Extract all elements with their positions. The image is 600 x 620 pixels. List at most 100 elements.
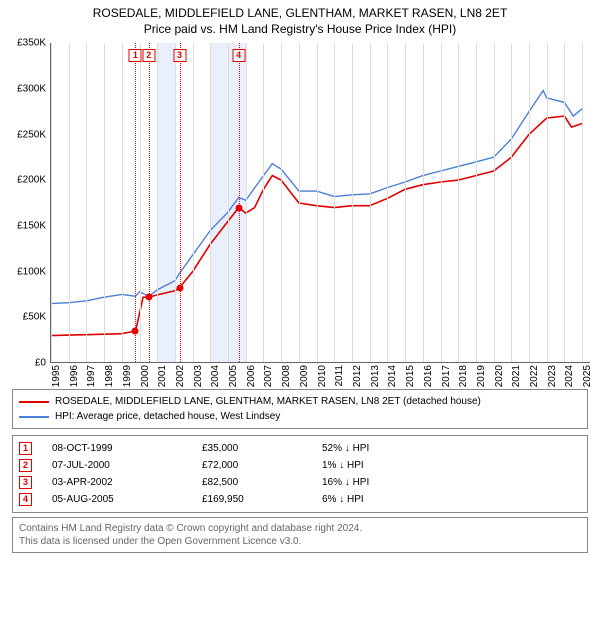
x-tick-label: 2013 xyxy=(370,365,381,387)
transaction-row: 405-AUG-2005£169,9506% ↓ HPI xyxy=(19,491,581,508)
grid-line xyxy=(564,43,565,362)
transaction-row-date: 07-JUL-2000 xyxy=(52,460,202,471)
grid-line xyxy=(246,43,247,362)
transaction-dot xyxy=(145,294,152,301)
transaction-number-marker: 3 xyxy=(173,49,186,62)
legend-swatch xyxy=(19,416,49,418)
y-tick-label: £100K xyxy=(17,266,46,277)
grid-line xyxy=(210,43,211,362)
transaction-dot xyxy=(132,328,139,335)
x-tick-label: 2008 xyxy=(281,365,292,387)
grid-line xyxy=(494,43,495,362)
grid-line xyxy=(334,43,335,362)
y-tick-label: £0 xyxy=(35,358,46,369)
grid-line xyxy=(511,43,512,362)
legend-item: HPI: Average price, detached house, West… xyxy=(19,409,581,424)
grid-line xyxy=(441,43,442,362)
x-tick-label: 2024 xyxy=(564,365,575,387)
transaction-row-num: 3 xyxy=(19,476,32,489)
transaction-row: 207-JUL-2000£72,0001% ↓ HPI xyxy=(19,457,581,474)
x-tick-label: 2016 xyxy=(423,365,434,387)
x-tick-label: 1995 xyxy=(51,365,62,387)
chart-container: ROSEDALE, MIDDLEFIELD LANE, GLENTHAM, MA… xyxy=(0,0,600,620)
x-tick-label: 2020 xyxy=(494,365,505,387)
grid-line xyxy=(387,43,388,362)
x-tick-label: 1999 xyxy=(122,365,133,387)
y-tick-label: £350K xyxy=(17,38,46,49)
grid-line xyxy=(193,43,194,362)
x-tick-label: 1996 xyxy=(69,365,80,387)
x-tick-label: 2025 xyxy=(582,365,593,387)
grid-line xyxy=(458,43,459,362)
grid-line xyxy=(547,43,548,362)
x-tick-label: 2019 xyxy=(476,365,487,387)
grid-line xyxy=(582,43,583,362)
transaction-row-num: 4 xyxy=(19,493,32,506)
y-tick-label: £250K xyxy=(17,129,46,140)
footer-line-2: This data is licensed under the Open Gov… xyxy=(19,535,581,548)
transaction-row-price: £35,000 xyxy=(202,443,322,454)
transaction-row-diff: 1% ↓ HPI xyxy=(322,460,422,471)
transaction-row-price: £82,500 xyxy=(202,477,322,488)
x-tick-label: 2021 xyxy=(511,365,522,387)
transaction-dot xyxy=(176,284,183,291)
grid-line xyxy=(104,43,105,362)
grid-line xyxy=(122,43,123,362)
grid-line xyxy=(228,43,229,362)
x-tick-label: 2011 xyxy=(334,365,345,387)
x-tick-label: 2003 xyxy=(193,365,204,387)
plot-area: 1995199619971998199920002001200220032004… xyxy=(50,43,590,363)
x-tick-label: 2017 xyxy=(441,365,452,387)
x-tick-label: 2015 xyxy=(405,365,416,387)
chart-area: £0£50K£100K£150K£200K£250K£300K£350K 199… xyxy=(10,43,590,383)
legend: ROSEDALE, MIDDLEFIELD LANE, GLENTHAM, MA… xyxy=(12,389,588,429)
transaction-number-marker: 2 xyxy=(142,49,155,62)
x-tick-label: 2004 xyxy=(210,365,221,387)
x-tick-label: 2009 xyxy=(299,365,310,387)
x-tick-label: 2007 xyxy=(263,365,274,387)
x-tick-label: 2022 xyxy=(529,365,540,387)
transaction-row: 108-OCT-1999£35,00052% ↓ HPI xyxy=(19,440,581,457)
transaction-row-date: 08-OCT-1999 xyxy=(52,443,202,454)
grid-line xyxy=(529,43,530,362)
transaction-row-diff: 6% ↓ HPI xyxy=(322,494,422,505)
grid-line xyxy=(423,43,424,362)
line-series xyxy=(51,43,591,363)
grid-line xyxy=(370,43,371,362)
y-axis: £0£50K£100K£150K£200K£250K£300K£350K xyxy=(10,43,50,363)
transaction-row-date: 03-APR-2002 xyxy=(52,477,202,488)
transaction-vline xyxy=(239,43,240,362)
transaction-row-price: £72,000 xyxy=(202,460,322,471)
chart-title-address: ROSEDALE, MIDDLEFIELD LANE, GLENTHAM, MA… xyxy=(10,6,590,22)
x-tick-label: 2010 xyxy=(317,365,328,387)
x-tick-label: 2000 xyxy=(140,365,151,387)
grid-line xyxy=(140,43,141,362)
footer-attribution: Contains HM Land Registry data © Crown c… xyxy=(12,517,588,553)
legend-label: ROSEDALE, MIDDLEFIELD LANE, GLENTHAM, MA… xyxy=(55,394,481,409)
transaction-vline xyxy=(135,43,136,362)
transaction-row-date: 05-AUG-2005 xyxy=(52,494,202,505)
y-tick-label: £200K xyxy=(17,175,46,186)
grid-line xyxy=(157,43,158,362)
x-tick-label: 2005 xyxy=(228,365,239,387)
x-tick-label: 2002 xyxy=(175,365,186,387)
x-tick-label: 2001 xyxy=(157,365,168,387)
legend-swatch xyxy=(19,401,49,403)
grid-line xyxy=(263,43,264,362)
grid-line xyxy=(51,43,52,362)
grid-line xyxy=(86,43,87,362)
transaction-row: 3 03-APR-2002£82,50016% ↓ HPI xyxy=(19,474,581,491)
transaction-number-marker: 4 xyxy=(232,49,245,62)
transaction-vline xyxy=(149,43,150,362)
x-tick-label: 2014 xyxy=(387,365,398,387)
grid-line xyxy=(69,43,70,362)
y-tick-label: £150K xyxy=(17,221,46,232)
x-tick-label: 2018 xyxy=(458,365,469,387)
legend-item: ROSEDALE, MIDDLEFIELD LANE, GLENTHAM, MA… xyxy=(19,394,581,409)
x-tick-label: 2006 xyxy=(246,365,257,387)
x-tick-label: 2023 xyxy=(547,365,558,387)
transaction-row-diff: 16% ↓ HPI xyxy=(322,477,422,488)
grid-line xyxy=(317,43,318,362)
transaction-vline xyxy=(180,43,181,362)
x-tick-label: 2012 xyxy=(352,365,363,387)
